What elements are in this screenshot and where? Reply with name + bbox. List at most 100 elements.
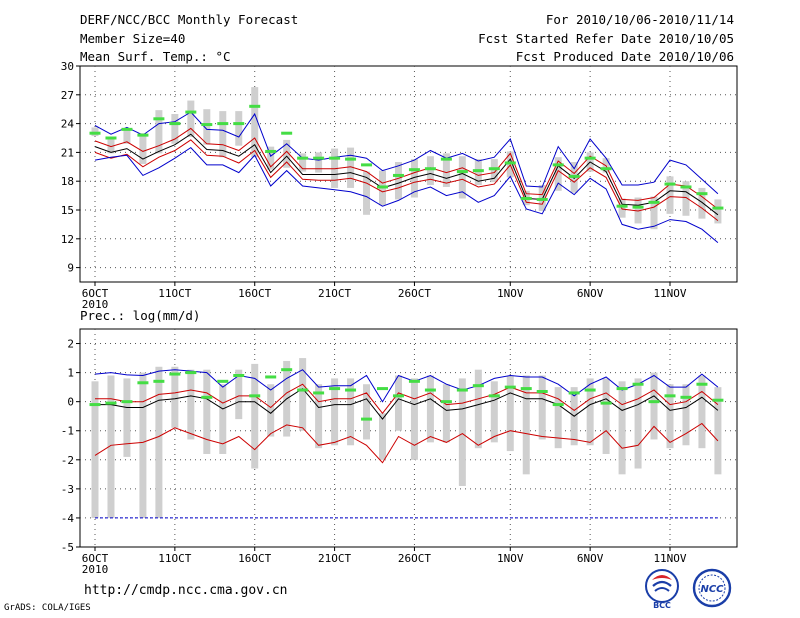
x-tick-label: 11NOV xyxy=(653,287,686,300)
median-marker xyxy=(664,394,676,398)
median-marker xyxy=(121,400,133,404)
range-bar xyxy=(586,378,594,446)
series-line-ensemble-mean-1sd xyxy=(94,127,719,210)
x-tick-label: 21OCT xyxy=(318,287,351,300)
median-marker xyxy=(89,131,101,135)
median-marker xyxy=(568,391,580,395)
range-bar xyxy=(155,110,163,154)
median-marker xyxy=(329,387,341,391)
series-line-ensemble-mean-1sd xyxy=(95,383,719,415)
x-tick-label: 1NOV xyxy=(497,552,524,565)
median-marker xyxy=(536,197,548,201)
y-tick-label: 9 xyxy=(67,262,74,275)
median-marker xyxy=(584,388,596,392)
median-marker xyxy=(169,122,181,126)
bcc-logo: BCC xyxy=(645,569,679,610)
plot-frame xyxy=(79,65,738,283)
range-bar xyxy=(490,381,498,443)
x-tick-label: 11OCT xyxy=(158,287,191,300)
range-bar xyxy=(634,378,642,469)
median-marker xyxy=(297,388,309,392)
median-marker xyxy=(504,385,516,389)
series-line-ensemble-max xyxy=(94,369,719,403)
series-line-ensemble-mean-1sd xyxy=(94,422,719,464)
forecast-produced-date: Fcst Produced Date 2010/10/06 xyxy=(515,49,734,64)
ncc-logo-text: NCC xyxy=(700,584,724,595)
median-marker xyxy=(392,173,404,177)
median-marker xyxy=(440,400,452,404)
source-url[interactable]: http://cmdp.ncc.cma.gov.cn xyxy=(84,583,288,598)
range-bar xyxy=(682,181,690,216)
range-bar xyxy=(283,139,291,168)
y-tick-label: 18 xyxy=(61,175,74,188)
x-tick-label: 21OCT xyxy=(318,552,351,565)
y-tick-label: 15 xyxy=(61,204,74,217)
x-tick-label: 6OCT xyxy=(82,287,109,300)
range-bar xyxy=(602,378,610,454)
range-bar xyxy=(426,156,434,186)
median-marker xyxy=(105,136,117,140)
median-marker xyxy=(472,169,484,173)
range-bar xyxy=(315,384,323,449)
median-marker xyxy=(584,156,596,160)
median-marker xyxy=(488,167,500,171)
range-bar xyxy=(650,196,658,230)
range-bar xyxy=(363,384,371,440)
median-marker xyxy=(648,400,660,404)
range-bar xyxy=(666,176,674,214)
x-tick-label: 11OCT xyxy=(158,552,191,565)
median-marker xyxy=(424,388,436,392)
median-marker xyxy=(520,196,532,200)
range-bar xyxy=(410,159,418,198)
range-bar xyxy=(299,358,307,431)
x-tick-label: 26OCT xyxy=(398,552,431,565)
median-marker xyxy=(249,394,261,398)
median-marker xyxy=(345,157,357,161)
median-marker xyxy=(137,133,149,137)
range-bar xyxy=(618,381,626,475)
range-bar xyxy=(267,146,275,170)
range-bar xyxy=(235,369,243,420)
median-marker xyxy=(201,395,213,399)
bcc-logo-text: BCC xyxy=(653,601,671,610)
grads-credit: GrADS: COLA/IGES xyxy=(4,603,91,613)
range-bar xyxy=(426,375,434,443)
y-tick-label: -2 xyxy=(61,454,74,467)
median-marker xyxy=(313,391,325,395)
range-bar xyxy=(554,157,562,191)
range-bar xyxy=(363,171,371,215)
median-marker xyxy=(137,381,149,385)
ncc-logo: NCC xyxy=(692,568,732,608)
range-bar xyxy=(394,375,402,431)
series-line-ensemble-min xyxy=(94,146,719,243)
y-tick-label: 12 xyxy=(61,233,74,246)
forecast-period: For 2010/10/06-2010/11/14 xyxy=(545,12,734,27)
range-bar xyxy=(666,384,674,449)
y-tick-label: -3 xyxy=(61,483,74,496)
median-marker xyxy=(185,110,197,114)
range-bar xyxy=(634,197,642,224)
range-bar xyxy=(251,87,259,158)
range-bar xyxy=(123,378,131,457)
x-tick-label: 16OCT xyxy=(238,287,271,300)
median-marker xyxy=(536,389,548,393)
x-tick-label: 6OCT xyxy=(82,552,109,565)
median-marker xyxy=(696,192,708,196)
series-line-ensemble-mean xyxy=(94,133,719,216)
median-marker xyxy=(680,395,692,399)
x-tick-label: 1NOV xyxy=(497,287,524,300)
range-bar xyxy=(171,114,179,144)
series-line-ensemble-mean-1sd xyxy=(94,139,719,221)
x-tick-label: 11NOV xyxy=(653,552,686,565)
range-bar xyxy=(698,187,706,219)
range-bar xyxy=(235,111,243,146)
median-marker xyxy=(568,174,580,178)
median-marker xyxy=(233,122,245,126)
median-marker xyxy=(664,182,676,186)
median-marker xyxy=(712,206,724,210)
median-marker xyxy=(281,131,293,135)
median-marker xyxy=(185,371,197,375)
median-marker xyxy=(169,372,181,376)
median-marker xyxy=(488,394,500,398)
median-marker xyxy=(616,204,628,208)
